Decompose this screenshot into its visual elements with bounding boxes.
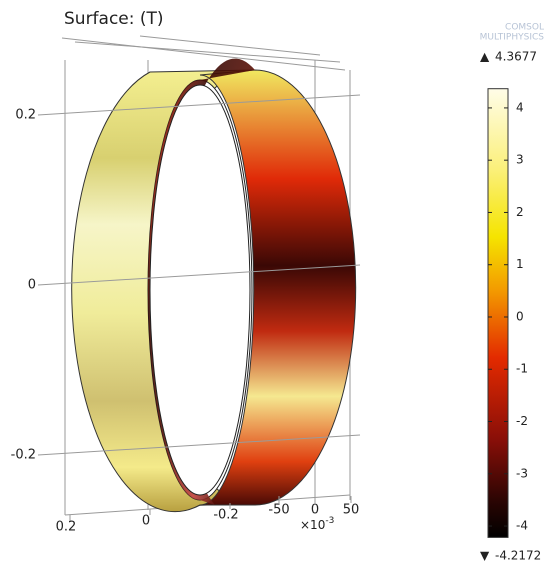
colorbar-tick-label: -4 (516, 519, 528, 533)
chart-title: Surface: (T) (64, 9, 164, 29)
scale-base: ×10 (300, 518, 325, 532)
x-tick-label: 0 (142, 514, 150, 529)
max-marker: ▲ (480, 50, 490, 64)
z-tick-label: -0.2 (11, 448, 36, 463)
ring (71, 58, 357, 513)
y-scale-label: ×10-3 (300, 516, 334, 532)
colorbar-tick-label: -2 (516, 414, 528, 428)
x-tick-label: -0.2 (213, 508, 238, 523)
y-tick-label: 50 (343, 503, 360, 518)
y-tick-label: -50 (268, 503, 289, 518)
colorbar-min: -4.2172 (495, 549, 541, 563)
x-tick-label: 0.2 (56, 520, 77, 535)
scale-exponent: -3 (325, 516, 334, 526)
colorbar-tick-label: 1 (516, 257, 524, 271)
y-tick-label: 0 (311, 503, 319, 518)
logo: COMSOL (505, 23, 544, 33)
colorbar-tick-label: 0 (516, 309, 524, 323)
colorbar-max: 4.3677 (495, 50, 537, 64)
colorbar-tick-label: -1 (516, 362, 528, 376)
logo: MULTIPHYSICS (480, 33, 545, 43)
grid-line (37, 434, 361, 456)
colorbar-tick-label: -3 (516, 466, 528, 480)
z-tick-label: 0.2 (15, 108, 36, 123)
min-marker: ▼ (480, 549, 490, 563)
colorbar-tick-label: 3 (516, 153, 524, 167)
colorbar (487, 88, 509, 538)
z-tick-label: 0 (28, 278, 36, 293)
grid-line (37, 94, 361, 116)
colorbar-tick-label: 2 (516, 205, 524, 219)
grid-line (37, 264, 361, 286)
colorbar-tick-label: 4 (516, 100, 524, 114)
